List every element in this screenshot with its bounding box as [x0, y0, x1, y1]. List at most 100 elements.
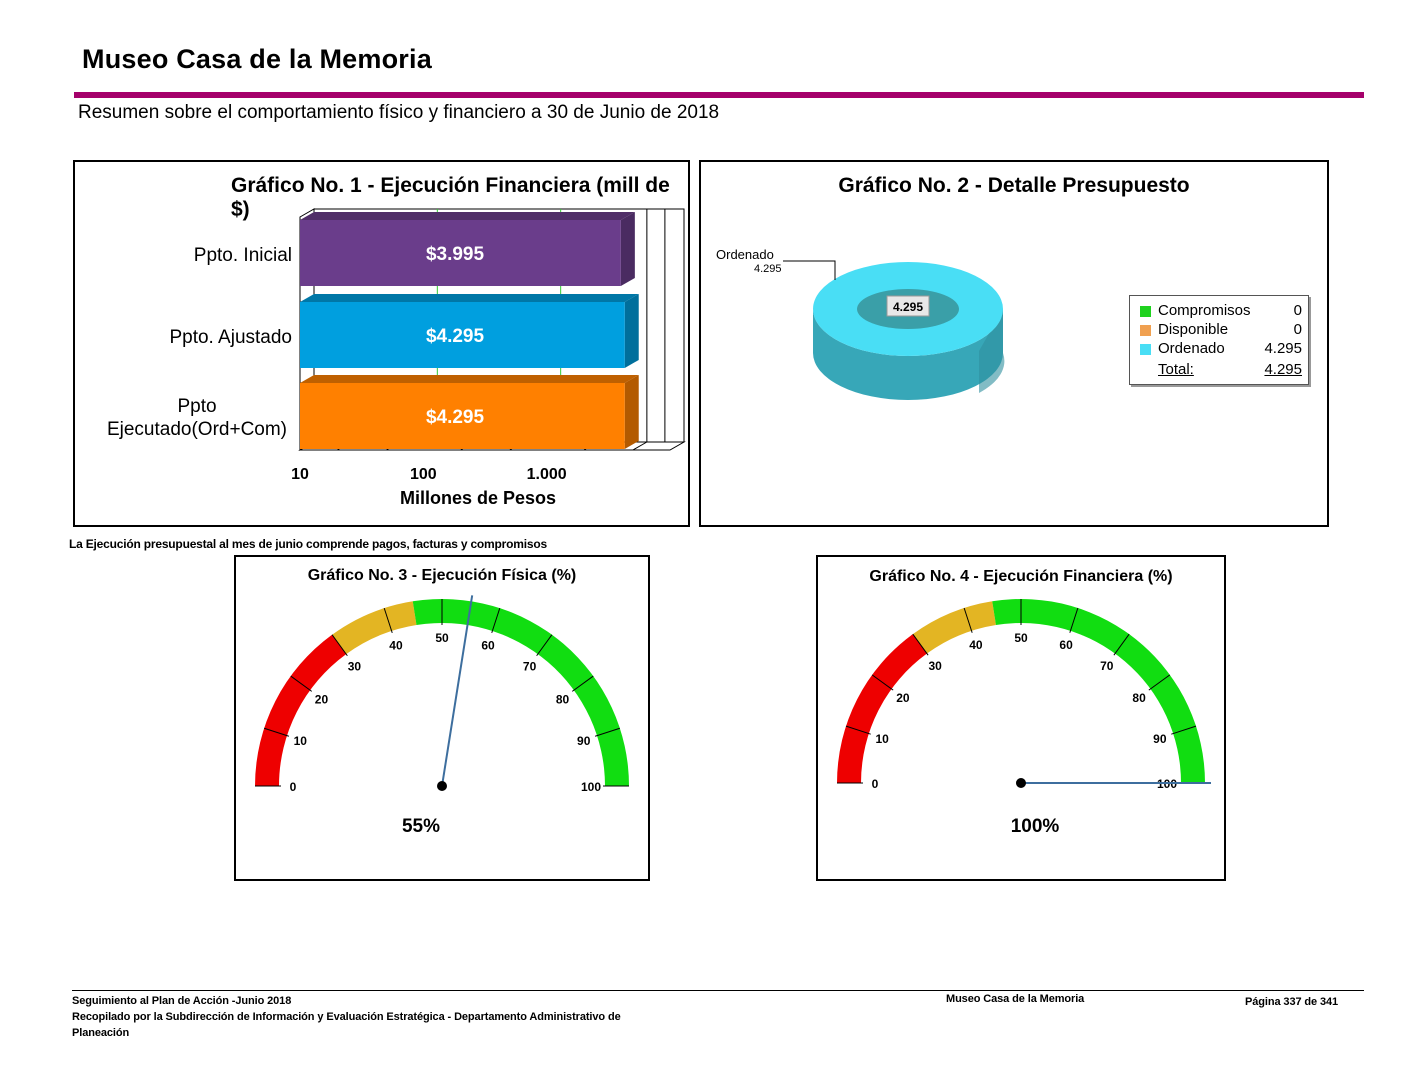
gauge3-tick [383, 607, 393, 634]
chart4-panel: Gráfico No. 4 - Ejecución Financiera (%)… [816, 555, 1226, 881]
gauge4-tick-label: 80 [1132, 691, 1146, 705]
footer-line3: Planeación [72, 1027, 130, 1039]
chart1-bar-side [620, 212, 635, 286]
chart1-bar [300, 383, 625, 449]
legend-swatch-ordenado [1140, 344, 1151, 355]
gauge4-tick-label: 60 [1059, 638, 1073, 652]
gauge3-tick-label: 0 [290, 780, 297, 794]
chart1-bar-top [300, 212, 635, 220]
chart1-x-tick-label: 100 [410, 466, 437, 483]
gauge3-band-red [255, 634, 347, 786]
donut-callout-value: 4.295 [754, 263, 782, 275]
legend-label-disponible: Disponible [1158, 321, 1229, 338]
gauge3-band-green [412, 599, 629, 786]
gauge4-tick-label: 50 [1014, 631, 1028, 645]
legend-value-total: 4.295 [1264, 361, 1302, 378]
chart1-x-axis-label: Millones de Pesos [400, 488, 556, 508]
gauge4-needle-hub [1016, 778, 1026, 788]
legend-label-compromisos: Compromisos [1158, 302, 1251, 319]
donut-callout-line [783, 260, 836, 280]
chart2-legend: Compromisos 0 Disponible 0 Ordenado 4.29… [1129, 295, 1309, 385]
legend-swatch-disponible [1140, 325, 1151, 336]
gauge4-band-red [837, 634, 927, 783]
gauge3-svg: 0 10 20 30 40 50 60 70 80 90 100 [255, 595, 629, 794]
chart1-panel: Gráfico No. 1 - Ejecución Financiera (mi… [73, 160, 690, 527]
gauge3-tick [491, 607, 501, 634]
chart3-title: Gráfico No. 3 - Ejecución Física (%) [307, 567, 577, 584]
gauge4-tick-label: 10 [875, 732, 889, 746]
gauge4-tick [912, 633, 929, 656]
chart3-panel: Gráfico No. 3 - Ejecución Física (%) 0 10… [234, 555, 650, 881]
gauge4-tick [871, 674, 894, 691]
donut-center-label-box [886, 295, 930, 317]
gauge4-value: 100% [1010, 816, 1060, 837]
legend-item-total: Total: 4.295 [1138, 361, 1302, 380]
gauge3-tick-label: 90 [577, 734, 591, 748]
gauge3-tick-label: 40 [389, 638, 403, 652]
chart1-category-label: Ppto. Ajustado [169, 327, 292, 348]
gauge3-tick-label: 70 [523, 659, 537, 673]
footer-center: Museo Casa de la Memoria [946, 993, 1085, 1005]
chart1-category-label-line1: Ppto [177, 396, 216, 417]
legend-value-compromisos: 0 [1293, 302, 1302, 319]
gauge3-tick-label: 80 [556, 692, 570, 706]
chart1-x-tick-label: 1.000 [527, 466, 567, 483]
gauge4-tick-label: 30 [929, 659, 943, 673]
chart1-floor-tick [632, 441, 648, 451]
gauge4-tick [1148, 674, 1171, 691]
budget-note: La Ejecución presupuestal al mes de juni… [69, 537, 547, 551]
chart1-svg: $3.995 $4.295 $4.295 Ppto. Inicial Ppto. Aju… [107, 208, 686, 508]
gauge4-tick-label: 40 [969, 638, 983, 652]
chart1-bar [300, 302, 625, 368]
gauge4-tick-label: 90 [1153, 732, 1167, 746]
chart1-bar-top [300, 375, 639, 383]
gauge3-tick [594, 727, 621, 737]
page-subtitle: Resumen sobre el comportamiento físico y… [78, 102, 720, 123]
chart1-bar-value-label: $4.295 [426, 407, 485, 428]
gauge3-tick-label: 20 [315, 692, 329, 706]
gauge3-tick [263, 727, 290, 737]
gauge4-band-yellow [912, 601, 996, 654]
legend-label-total: Total: [1158, 361, 1194, 378]
footer-page: Página 337 de 341 [1245, 996, 1339, 1008]
gauge3-band-yellow [332, 601, 417, 655]
header-rule [74, 92, 1364, 98]
donut-center-label: 4.295 [893, 300, 923, 314]
chart1-bar-side [624, 375, 639, 449]
gauge4-tick [963, 607, 973, 633]
gauge3-tick [571, 675, 594, 692]
legend-value-ordenado: 4.295 [1264, 340, 1302, 357]
gauge3-tick-label: 100 [581, 780, 601, 794]
legend-label-ordenado: Ordenado [1158, 340, 1225, 357]
gauge4-band-green [992, 599, 1205, 783]
gauge3-tick [331, 634, 348, 657]
footer-line2: Recopilado por la Subdirección de Inform… [72, 1011, 621, 1023]
legend-item-disponible: Disponible 0 [1138, 321, 1302, 340]
gauge4-tick [845, 725, 871, 735]
gauge3-needle [441, 595, 474, 787]
donut-side-shadow [979, 309, 1005, 393]
gauge4-tick [1069, 607, 1079, 633]
gauge3-tick-label: 50 [435, 631, 449, 645]
chart1-x-tick-label: 10 [291, 466, 309, 483]
gauge4-tick-label: 20 [896, 691, 910, 705]
gauge3-tick-label: 10 [294, 734, 308, 748]
chart4-title: Gráfico No. 4 - Ejecución Financiera (%) [869, 568, 1173, 585]
donut-slice-ordenado-side [813, 309, 1003, 400]
chart2-panel: Gráfico No. 2 - Detalle Presupuesto 4.29… [699, 160, 1329, 527]
gauge4-tick [1113, 633, 1130, 656]
gauge4-tick-label: 70 [1100, 659, 1114, 673]
chart1-bar [300, 220, 621, 286]
chart1-bar-top [300, 294, 639, 302]
chart1-bar-value-label: $4.295 [426, 326, 485, 347]
legend-swatch-compromisos [1140, 306, 1151, 317]
gauge4-tick-label: 0 [872, 777, 879, 791]
page-title: Museo Casa de la Memoria [82, 44, 432, 74]
chart1-title: Gráfico No. 1 - Ejecución Financiera (mi… [231, 174, 670, 221]
footer-line1: Seguimiento al Plan de Acción -Junio 201… [72, 995, 292, 1007]
legend-item-ordenado: Ordenado 4.295 [1138, 340, 1302, 359]
gauge3-tick-label: 30 [348, 659, 362, 673]
legend-value-disponible: 0 [1293, 321, 1302, 338]
